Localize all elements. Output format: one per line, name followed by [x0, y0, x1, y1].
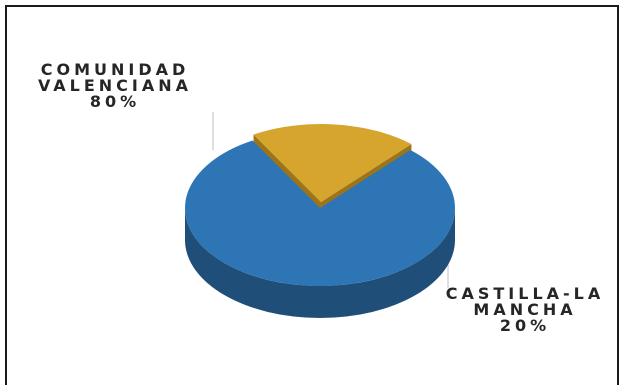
label-line-2: VALENCIANA: [37, 76, 193, 95]
slice-comunidad-valenciana: [184, 140, 456, 286]
slice-label-castilla-la-mancha: CASTILLA-LA MANCHA 20%: [430, 286, 620, 334]
slice-castilla-la-mancha: [253, 124, 412, 203]
slice-label-comunidad-valenciana: COMUNIDAD VALENCIANA 80%: [20, 62, 210, 110]
label-percent: 80%: [89, 92, 141, 111]
pie-chart: [184, 112, 456, 318]
label-line-1: CASTILLA-LA: [445, 284, 605, 303]
slice-side-0: [185, 208, 455, 318]
label-percent: 20%: [499, 316, 551, 335]
label-line-1: COMUNIDAD: [40, 60, 190, 79]
label-line-2: MANCHA: [473, 300, 577, 319]
